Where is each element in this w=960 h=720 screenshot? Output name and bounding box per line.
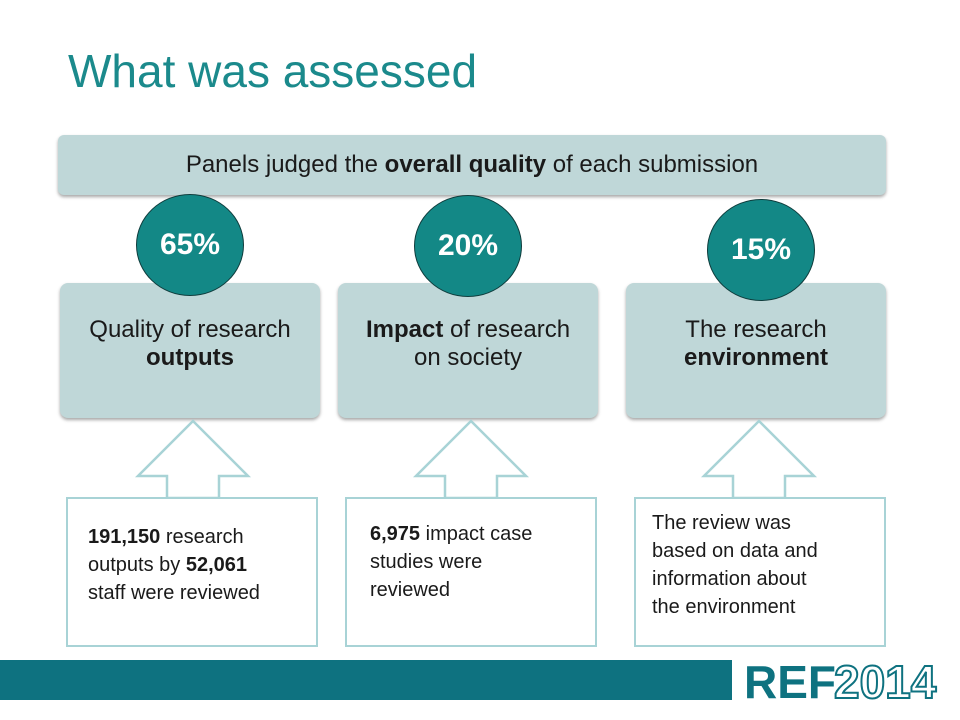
outputs-info-line2: outputs by 52,061 [88, 551, 316, 579]
case-study-count: 6,975 [370, 523, 421, 545]
logo-year: 2014 [834, 656, 937, 705]
environment-info-line4: the environment [652, 596, 796, 618]
banner-text-after: of each submission [546, 151, 759, 178]
impact-panel-line1: Impact of research [366, 316, 570, 344]
impact-panel-bold: Impact [365, 315, 444, 343]
environment-info-box: The review was based on data and informa… [634, 497, 886, 647]
outputs-info-line2-plain: outputs by [88, 554, 186, 576]
up-arrow-icon [700, 419, 818, 500]
logo-ref: REF [744, 656, 836, 705]
outputs-panel: Quality of research outputs [60, 283, 320, 418]
impact-info-line1-plain: impact case [420, 523, 533, 545]
outputs-panel-line1: Quality of research [89, 315, 291, 343]
outputs-info-box: 191,150 research outputs by 52,061 staff… [66, 497, 318, 647]
environment-percent-badge: 15% [707, 199, 815, 301]
environment-percent: 15% [730, 233, 792, 266]
outputs-percent-badge: 65% [136, 194, 244, 296]
outputs-percent: 65% [159, 228, 221, 261]
outputs-count: 191,150 [88, 526, 161, 548]
environment-panel-bold: environment [683, 343, 829, 371]
impact-percent: 20% [437, 229, 499, 262]
environment-panel-line1: The research [685, 315, 827, 343]
impact-info-line1: 6,975 impact case [370, 520, 595, 548]
outputs-info-line1: 191,150 research [88, 523, 316, 551]
outputs-info-line1-plain: research [160, 526, 244, 548]
banner-text-before: Panels judged the [185, 151, 385, 178]
impact-panel-line1-plain: of research [443, 315, 571, 343]
environment-panel: The research environment [626, 283, 886, 418]
ref2014-logo: REF 2014 [744, 655, 938, 705]
overall-quality-banner: Panels judged the overall quality of eac… [58, 135, 886, 195]
environment-info-line1: The review was [652, 512, 791, 534]
slide-title: What was assessed [68, 45, 478, 97]
banner-text: Panels judged the overall quality of eac… [186, 151, 758, 179]
impact-panel: Impact of research on society [338, 283, 598, 418]
impact-info-line2: studies were [370, 551, 483, 573]
impact-info-box: 6,975 impact case studies were reviewed [345, 497, 597, 647]
banner-text-bold: overall quality [384, 151, 547, 178]
environment-info-line3: information about [652, 568, 807, 590]
up-arrow-icon [134, 419, 252, 500]
outputs-panel-bold: outputs [146, 343, 234, 371]
footer-bar [0, 660, 732, 700]
environment-panel-line2: environment [684, 344, 828, 372]
impact-info-line3: reviewed [370, 579, 451, 601]
outputs-info-line3: staff were reviewed [88, 582, 260, 604]
staff-count: 52,061 [185, 554, 248, 576]
impact-panel-line2: on society [413, 343, 523, 371]
up-arrow-icon [412, 419, 530, 500]
environment-info-line2: based on data and [652, 540, 818, 562]
outputs-panel-line2: outputs [146, 344, 234, 372]
impact-percent-badge: 20% [414, 195, 522, 297]
